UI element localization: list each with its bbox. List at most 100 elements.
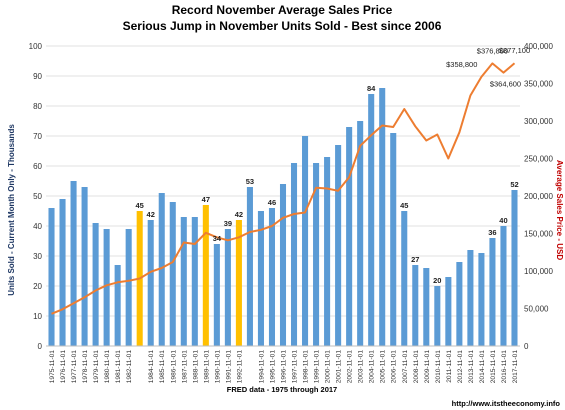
right-tick-label: 300,000 xyxy=(524,117,553,126)
x-tick-label: 1977-11-01 xyxy=(71,350,78,384)
bar xyxy=(180,217,187,346)
left-axis-label: Units Sold - Current Month Only - Thousa… xyxy=(7,124,16,296)
left-tick-label: 100 xyxy=(29,42,43,51)
x-tick-label: 1994-11-01 xyxy=(258,350,265,384)
bar xyxy=(346,127,353,346)
avg-price-line xyxy=(51,62,516,315)
x-axis-ticks: 1975-11-01 1976-11-01 1977-11-01 1978-11-01… xyxy=(49,350,519,384)
x-tick-label: 2008-11-01 xyxy=(413,350,420,384)
x-tick-label: 1984-11-01 xyxy=(148,350,155,384)
price-value-label: $376,800 xyxy=(477,46,508,55)
bar xyxy=(59,199,66,346)
bar-value-label: 53 xyxy=(246,177,254,186)
left-tick-label: 90 xyxy=(33,72,42,81)
bar xyxy=(467,250,474,346)
x-tick-label: 2007-11-01 xyxy=(402,350,409,384)
right-tick-label: 200,000 xyxy=(524,192,553,201)
bar xyxy=(500,226,507,346)
bar xyxy=(324,157,331,346)
bar xyxy=(434,286,441,346)
bar xyxy=(213,244,220,346)
bar xyxy=(191,217,198,346)
x-tick-label: 1980-11-01 xyxy=(104,350,111,384)
bar xyxy=(290,163,298,346)
bar xyxy=(335,145,342,346)
x-tick-label: 2017-11-01 xyxy=(512,350,519,384)
bar-value-label: 84 xyxy=(367,84,376,93)
bar xyxy=(257,211,264,346)
source-url: http://www.itstheeconomy.info xyxy=(452,399,561,408)
x-tick-label: 2011-11-01 xyxy=(446,350,453,383)
x-tick-label: 2012-11-01 xyxy=(457,350,464,384)
x-tick-label: 1986-11-01 xyxy=(170,350,177,384)
x-tick-label: 1979-11-01 xyxy=(93,350,100,384)
left-tick-label: 0 xyxy=(38,342,43,351)
x-tick-label: 1981-11-01 xyxy=(115,350,122,384)
left-tick-label: 30 xyxy=(33,252,42,261)
x-tick-label: 2004-11-01 xyxy=(369,350,376,384)
bar xyxy=(224,229,231,346)
x-tick-label: 2015-11-01 xyxy=(490,350,497,384)
x-tick-label: 1985-11-01 xyxy=(159,350,166,384)
x-tick-label: 2016-11-01 xyxy=(501,350,508,384)
highlight-bar xyxy=(202,205,209,346)
x-tick-label: 1982-11-01 xyxy=(126,350,133,384)
bar-value-label: 40 xyxy=(499,216,507,225)
x-tick-label: 1975-11-01 xyxy=(49,350,56,384)
bar-value-label: 36 xyxy=(488,228,496,237)
bar-value-label: 45 xyxy=(400,201,408,210)
left-tick-label: 10 xyxy=(33,312,42,321)
price-value-label: $377,100 xyxy=(499,46,530,55)
price-value-label: $358,800 xyxy=(446,60,477,69)
right-tick-label: 50,000 xyxy=(524,305,549,314)
bar xyxy=(246,187,253,346)
right-axis-ticks: 0 50,000 100,000 150,000 200,000 250,000 300,0… xyxy=(524,42,553,351)
bar xyxy=(357,121,364,346)
x-tick-label: 1997-11-01 xyxy=(292,350,299,384)
bar xyxy=(114,265,121,346)
bar xyxy=(379,88,386,346)
right-tick-label: 400,000 xyxy=(524,42,553,51)
bar xyxy=(412,265,419,346)
x-tick-label: 2010-11-01 xyxy=(435,350,442,384)
bar xyxy=(70,181,77,346)
left-tick-label: 20 xyxy=(33,282,42,291)
bar xyxy=(368,94,375,346)
bar-value-label: 39 xyxy=(224,219,232,228)
x-tick-label: 2013-11-01 xyxy=(468,350,475,384)
right-axis-label: Average Sales Price - USD xyxy=(555,160,564,260)
bar xyxy=(81,187,88,346)
price-value-label: $364,600 xyxy=(490,80,521,89)
left-tick-label: 50 xyxy=(33,192,42,201)
bar-value-label: 45 xyxy=(136,201,144,210)
bar xyxy=(313,163,320,346)
bar xyxy=(158,193,165,346)
left-tick-label: 40 xyxy=(33,222,42,231)
right-tick-label: 100,000 xyxy=(524,267,553,276)
highlight-bar xyxy=(235,220,242,346)
left-tick-label: 60 xyxy=(33,162,42,171)
x-tick-label: 2006-11-01 xyxy=(391,350,398,384)
x-tick-label: 1991-11-01 xyxy=(225,350,232,384)
bar xyxy=(279,184,287,346)
x-tick-label: 1996-11-01 xyxy=(281,350,288,384)
bar xyxy=(169,202,176,346)
bar xyxy=(511,190,518,346)
x-tick-label: 2009-11-01 xyxy=(424,350,431,384)
bar xyxy=(423,268,430,346)
x-tick-label: 1989-11-01 xyxy=(203,350,210,384)
left-tick-label: 70 xyxy=(33,132,42,141)
bar-value-label: 42 xyxy=(147,210,155,219)
bar xyxy=(390,133,397,346)
bar-value-label: 47 xyxy=(202,195,210,204)
bar-value-label: 46 xyxy=(268,198,276,207)
bar xyxy=(478,253,485,346)
x-tick-label: 1995-11-01 xyxy=(269,350,276,384)
price-series-line xyxy=(51,62,516,315)
left-tick-label: 80 xyxy=(33,102,42,111)
bar xyxy=(489,238,496,346)
units-sold-bars xyxy=(46,88,520,347)
x-tick-label: 2014-11-01 xyxy=(479,350,486,384)
bar xyxy=(147,220,154,346)
